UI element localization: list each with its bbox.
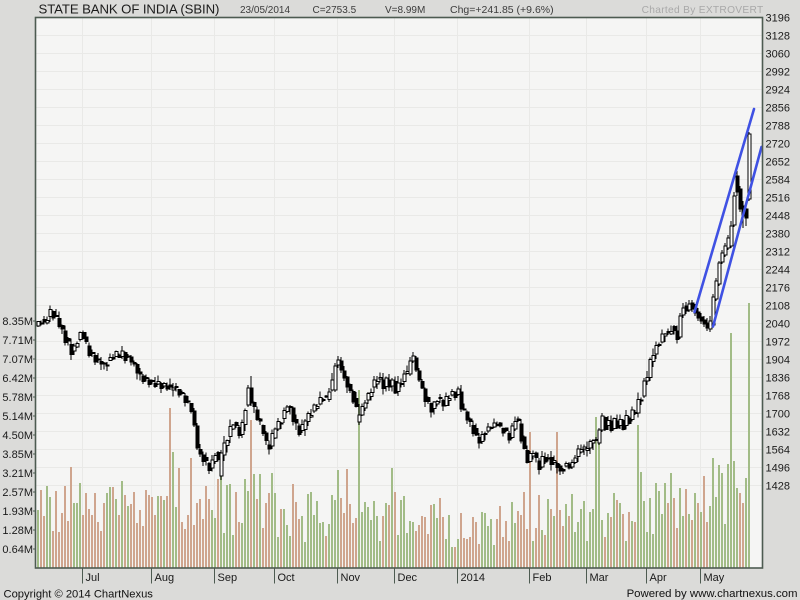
svg-text:3.85M: 3.85M [2, 449, 33, 461]
svg-text:8.35M: 8.35M [2, 316, 33, 328]
svg-text:STATE BANK OF INDIA (SBIN): STATE BANK OF INDIA (SBIN) [39, 2, 220, 17]
svg-text:2516: 2516 [766, 193, 790, 205]
svg-text:2924: 2924 [766, 85, 790, 97]
svg-text:1972: 1972 [766, 337, 790, 349]
svg-text:2244: 2244 [766, 265, 790, 277]
svg-text:Mar: Mar [590, 572, 609, 584]
svg-text:1.93M: 1.93M [2, 506, 33, 518]
svg-text:Nov: Nov [341, 572, 361, 584]
svg-text:May: May [704, 572, 725, 584]
svg-text:5.78M: 5.78M [2, 392, 33, 404]
svg-text:3128: 3128 [766, 31, 790, 43]
svg-text:2108: 2108 [766, 301, 790, 313]
svg-text:2992: 2992 [766, 67, 790, 79]
svg-text:1.28M: 1.28M [2, 525, 33, 537]
svg-text:3.21M: 3.21M [2, 468, 33, 480]
svg-text:0.64M: 0.64M [2, 544, 33, 556]
svg-text:2014: 2014 [461, 572, 485, 584]
svg-text:2652: 2652 [766, 157, 790, 169]
svg-text:4.50M: 4.50M [2, 430, 33, 442]
svg-text:2720: 2720 [766, 139, 790, 151]
svg-text:Jul: Jul [86, 572, 100, 584]
svg-text:Copyright © 2014 ChartNexus: Copyright © 2014 ChartNexus [4, 589, 154, 600]
svg-text:2312: 2312 [766, 247, 790, 259]
svg-text:7.07M: 7.07M [2, 354, 33, 366]
svg-text:Chg=+241.85 (+9.6%): Chg=+241.85 (+9.6%) [450, 4, 554, 16]
svg-text:Aug: Aug [155, 572, 175, 584]
svg-text:6.42M: 6.42M [2, 373, 33, 385]
svg-text:1564: 1564 [766, 445, 790, 457]
svg-text:23/05/2014: 23/05/2014 [240, 5, 290, 16]
svg-text:Feb: Feb [533, 572, 552, 584]
svg-text:Sep: Sep [218, 572, 238, 584]
svg-text:V=8.99M: V=8.99M [385, 5, 425, 16]
svg-text:1428: 1428 [766, 481, 790, 493]
svg-text:1496: 1496 [766, 463, 790, 475]
svg-text:1700: 1700 [766, 409, 790, 421]
svg-text:2176: 2176 [766, 283, 790, 295]
svg-text:2.57M: 2.57M [2, 487, 33, 499]
svg-text:Powered by www.chartnexus.com: Powered by www.chartnexus.com [627, 588, 798, 600]
svg-text:2584: 2584 [766, 175, 790, 187]
svg-text:1836: 1836 [766, 373, 790, 385]
svg-text:Apr: Apr [650, 572, 667, 584]
svg-text:Oct: Oct [278, 572, 295, 584]
svg-text:3196: 3196 [766, 13, 790, 25]
svg-text:5.14M: 5.14M [2, 411, 33, 423]
svg-text:2788: 2788 [766, 121, 790, 133]
svg-text:2856: 2856 [766, 103, 790, 115]
svg-text:Dec: Dec [398, 572, 418, 584]
svg-text:7.71M: 7.71M [2, 335, 33, 347]
svg-text:Charted By EXTROVERT: Charted By EXTROVERT [642, 5, 764, 16]
svg-text:2040: 2040 [766, 319, 790, 331]
svg-text:3060: 3060 [766, 49, 790, 61]
svg-text:2448: 2448 [766, 211, 790, 223]
svg-text:C=2753.5: C=2753.5 [313, 5, 357, 16]
svg-text:1768: 1768 [766, 391, 790, 403]
svg-text:2380: 2380 [766, 229, 790, 241]
svg-text:1904: 1904 [766, 355, 790, 367]
svg-text:1632: 1632 [766, 427, 790, 439]
